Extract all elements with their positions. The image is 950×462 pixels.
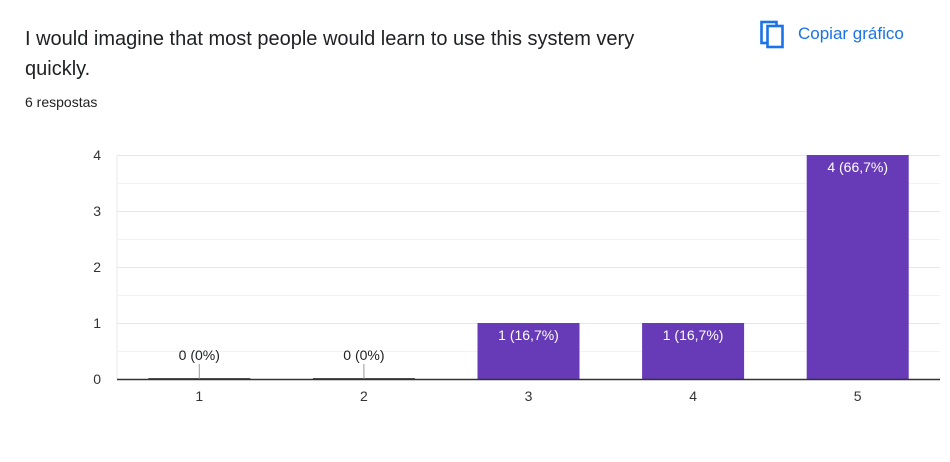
bar[interactable]: [806, 155, 909, 379]
copy-chart-button[interactable]: Copiar gráfico: [760, 18, 904, 50]
y-tick-label: 4: [93, 147, 101, 163]
response-count: 6 respostas: [25, 94, 98, 110]
y-tick-label: 0: [93, 371, 101, 387]
data-label: 1 (16,7%): [498, 327, 559, 343]
bar[interactable]: [477, 323, 580, 379]
y-tick-label: 1: [93, 315, 101, 331]
y-tick-label: 2: [93, 259, 101, 275]
x-tick-label: 1: [195, 388, 203, 404]
data-label: 0 (0%): [179, 347, 220, 363]
data-label: 4 (66,7%): [827, 159, 888, 175]
x-tick-label: 3: [525, 388, 533, 404]
question-title: I would imagine that most people would l…: [25, 28, 635, 80]
data-label: 1 (16,7%): [663, 327, 724, 343]
x-tick-label: 5: [854, 388, 862, 404]
copy-icon: [760, 19, 784, 49]
x-tick-label: 4: [689, 388, 697, 404]
data-label: 0 (0%): [343, 347, 384, 363]
bar[interactable]: [642, 323, 745, 379]
x-tick-label: 2: [360, 388, 368, 404]
copy-chart-label: Copiar gráfico: [798, 24, 904, 43]
y-tick-label: 3: [93, 203, 101, 219]
